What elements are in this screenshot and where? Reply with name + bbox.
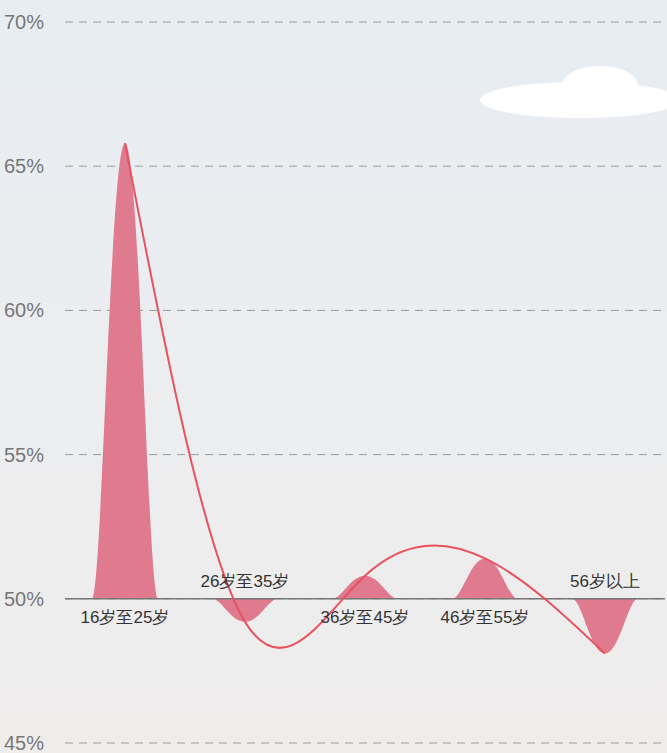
svg-text:46岁至55岁: 46岁至55岁 xyxy=(441,608,530,627)
svg-text:70%: 70% xyxy=(4,11,44,33)
svg-text:65%: 65% xyxy=(4,155,44,177)
svg-text:36岁至45岁: 36岁至45岁 xyxy=(321,608,410,627)
svg-text:45%: 45% xyxy=(4,732,44,753)
svg-text:55%: 55% xyxy=(4,444,44,466)
svg-text:26岁至35岁: 26岁至35岁 xyxy=(201,572,290,591)
svg-text:16岁至25岁: 16岁至25岁 xyxy=(81,608,170,627)
svg-text:60%: 60% xyxy=(4,299,44,321)
svg-text:56岁以上: 56岁以上 xyxy=(570,572,640,591)
svg-text:50%: 50% xyxy=(4,588,44,610)
